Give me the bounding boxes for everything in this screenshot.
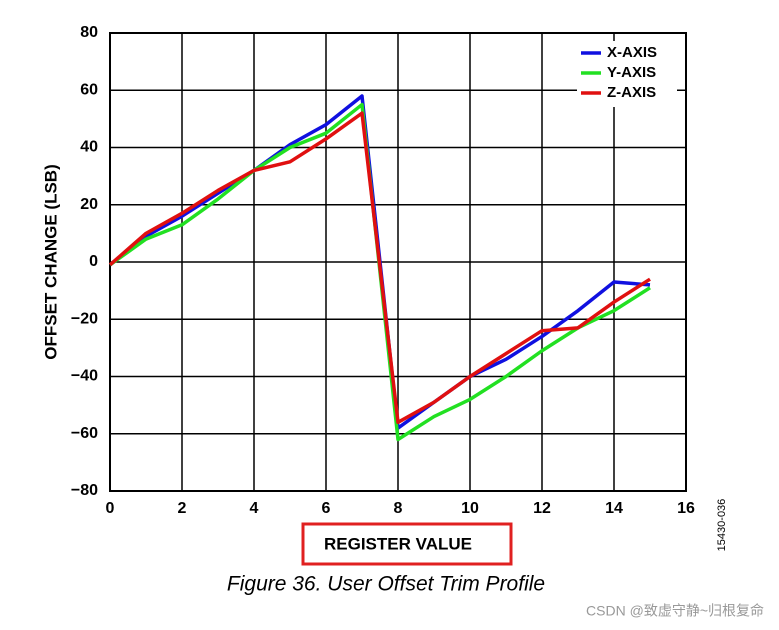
- x-tick-label: 10: [461, 500, 479, 517]
- x-tick-label: 14: [605, 500, 623, 517]
- x-tick-label: 0: [106, 500, 115, 517]
- y-tick-label: −40: [71, 368, 98, 385]
- x-tick-label: 8: [394, 500, 403, 517]
- x-tick-label: 12: [533, 500, 551, 517]
- x-axis-label: REGISTER VALUE: [324, 534, 472, 553]
- x-tick-label: 4: [250, 500, 259, 517]
- highlight-box: [301, 522, 513, 566]
- y-tick-label: 60: [80, 81, 98, 98]
- legend-label: X-AXIS: [607, 44, 657, 61]
- y-tick-label: −80: [71, 482, 98, 499]
- legend-label: Y-AXIS: [607, 64, 656, 81]
- x-tick-label: 16: [677, 500, 695, 517]
- x-tick-label: 6: [322, 500, 331, 517]
- legend-label: Z-AXIS: [607, 84, 656, 101]
- figure-id: 15430-036: [716, 499, 728, 552]
- y-axis-label: OFFSET CHANGE (LSB): [41, 164, 60, 360]
- x-tick-label: 2: [178, 500, 187, 517]
- y-tick-label: 40: [80, 139, 98, 156]
- plot-border: [109, 32, 687, 492]
- y-tick-label: −20: [71, 310, 98, 327]
- caption: Figure 36. User Offset Trim Profile: [227, 573, 545, 596]
- series-line: [108, 111, 651, 425]
- watermark: CSDN @致虚守静~归根复命: [586, 603, 764, 619]
- y-tick-label: −60: [71, 425, 98, 442]
- y-tick-label: 80: [80, 24, 98, 41]
- y-tick-label: 0: [89, 253, 98, 270]
- y-tick-label: 20: [80, 196, 98, 213]
